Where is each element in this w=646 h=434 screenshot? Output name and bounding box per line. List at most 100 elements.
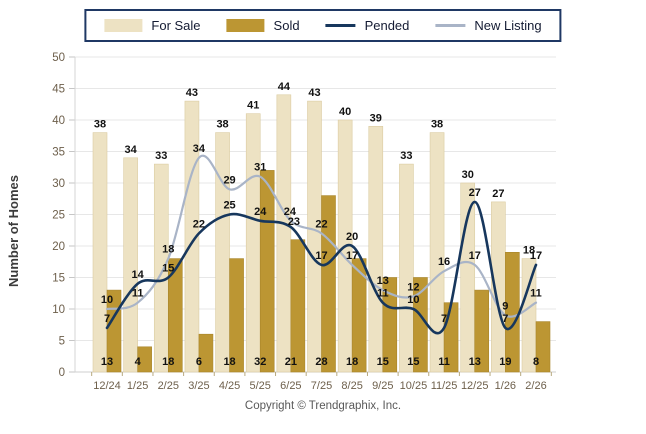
sold-value-label: 19 — [499, 356, 511, 368]
legend-item-new-listing[interactable]: New Listing — [435, 18, 542, 33]
sold-value-label: 15 — [407, 356, 419, 368]
new-listing-value-label: 13 — [377, 275, 389, 287]
legend-item-for-sale[interactable]: For Sale — [104, 18, 201, 33]
legend-label: New Listing — [474, 18, 542, 33]
legend-item-pended[interactable]: Pended — [325, 18, 410, 33]
new-listing-line — [105, 154, 538, 318]
pended-value-label: 14 — [132, 269, 145, 281]
for-sale-bar — [429, 132, 445, 373]
pended-value-label: 17 — [530, 250, 542, 262]
sold-value-label: 8 — [533, 356, 539, 368]
y-tick-label: 30 — [52, 178, 65, 190]
new-listing-value-label: 34 — [193, 143, 206, 155]
for-sale-value-label: 38 — [94, 119, 106, 131]
pended-value-label: 7 — [104, 313, 110, 325]
for-sale-value-label: 18 — [523, 245, 535, 257]
new-listing-value-label: 29 — [223, 174, 235, 186]
new-listing-value-label: 22 — [315, 218, 327, 230]
new-listing-value-label: 10 — [101, 294, 113, 306]
sold-bar — [137, 346, 152, 373]
copyright-text: Copyright © Trendgraphix, Inc. — [244, 400, 402, 412]
for-sale-value-label: 33 — [400, 150, 412, 162]
for-sale-bar — [245, 113, 261, 373]
for-sale-bar — [215, 132, 230, 373]
for-sale-bar — [460, 182, 476, 373]
y-tick-label: 40 — [52, 115, 65, 127]
for-sale-value-label: 38 — [431, 119, 443, 131]
pended-value-label: 17 — [315, 250, 327, 262]
for-sale-value-label: 30 — [462, 169, 474, 181]
for-sale-bar — [521, 258, 537, 373]
chart-area: 0 5 10 15 20 25 30 35 40 45 50 Number of Homes 12/24… — [0, 45, 646, 397]
pended-value-label: 10 — [407, 294, 419, 306]
sold-value-label: 21 — [285, 356, 297, 368]
legend-label: Pended — [364, 18, 410, 33]
x-tick-label: 10/25 — [400, 380, 428, 392]
for-sale-bar — [276, 94, 292, 373]
pended-line — [105, 200, 538, 335]
y-tick-label: 25 — [52, 210, 65, 222]
for-sale-value-label: 33 — [155, 150, 167, 162]
for-sale-value-label: 34 — [125, 144, 138, 156]
pended-line-swatch-icon — [325, 24, 356, 27]
x-tick-label: 8/25 — [341, 380, 362, 392]
legend-label: For Sale — [151, 18, 201, 33]
legend: For Sale Sold Pended New Listing — [84, 9, 562, 42]
x-tick-label: 1/25 — [127, 380, 148, 392]
legend-label: Sold — [273, 18, 300, 33]
y-tick-label: 10 — [52, 304, 65, 316]
for-sale-bar — [123, 157, 138, 373]
x-tick-label: 3/25 — [188, 380, 209, 392]
pended-value-label: 15 — [162, 263, 174, 275]
x-tick-label: 5/25 — [250, 380, 271, 392]
x-tick-label: 4/25 — [219, 380, 240, 392]
sold-value-label: 15 — [377, 356, 389, 368]
y-tick-label: 20 — [52, 241, 65, 253]
x-tick-label: 11/25 — [431, 380, 458, 392]
pended-value-label: 7 — [502, 313, 508, 325]
sold-value-label: 4 — [135, 356, 142, 368]
for-sale-bar — [184, 100, 200, 373]
for-sale-value-label: 43 — [308, 87, 320, 99]
for-sale-value-label: 27 — [492, 188, 504, 200]
new-listing-value-label: 31 — [254, 162, 266, 174]
pended-value-label: 27 — [469, 187, 481, 199]
for-sale-value-label: 39 — [370, 112, 382, 124]
y-tick-label: 15 — [52, 273, 65, 285]
new-listing-value-label: 18 — [162, 244, 174, 256]
pended-value-label: 24 — [254, 206, 267, 218]
for-sale-value-label: 41 — [247, 100, 259, 112]
x-tick-label: 2/26 — [525, 380, 546, 392]
new-listing-value-label: 12 — [407, 281, 419, 293]
sold-value-label: 6 — [196, 356, 202, 368]
combo-chart: 0 5 10 15 20 25 30 35 40 45 50 Number of Homes 12/24… — [6, 52, 556, 392]
y-tick-label: 45 — [52, 84, 65, 96]
legend-item-sold[interactable]: Sold — [226, 18, 300, 33]
new-listing-value-label: 9 — [502, 300, 508, 312]
sold-bar — [535, 321, 551, 373]
sold-value-label: 13 — [101, 356, 113, 368]
for-sale-bar — [399, 163, 414, 373]
new-listing-line-swatch-icon — [435, 24, 466, 27]
sold-bar — [382, 277, 398, 373]
sold-value-label: 18 — [223, 356, 235, 368]
x-tick-label: 7/25 — [311, 380, 332, 392]
x-tick-label: 6/25 — [280, 380, 301, 392]
x-tick-label: 12/24 — [93, 380, 121, 392]
for-sale-value-label: 44 — [278, 81, 291, 93]
y-axis-title: Number of Homes — [6, 175, 21, 287]
sold-bar — [198, 333, 214, 373]
for-sale-swatch-icon — [104, 19, 143, 32]
sold-value-label: 18 — [346, 356, 358, 368]
new-listing-value-label: 17 — [469, 250, 481, 262]
for-sale-bar — [307, 100, 322, 373]
y-tick-label: 5 — [59, 336, 65, 348]
for-sale-value-label: 43 — [186, 87, 198, 99]
pended-value-label: 23 — [288, 216, 300, 228]
sold-bar — [229, 258, 244, 373]
sold-bar — [167, 258, 183, 373]
sold-value-label: 28 — [315, 356, 327, 368]
new-listing-value-label: 24 — [284, 206, 297, 218]
sold-value-label: 11 — [438, 356, 450, 368]
sold-value-label: 13 — [469, 356, 481, 368]
